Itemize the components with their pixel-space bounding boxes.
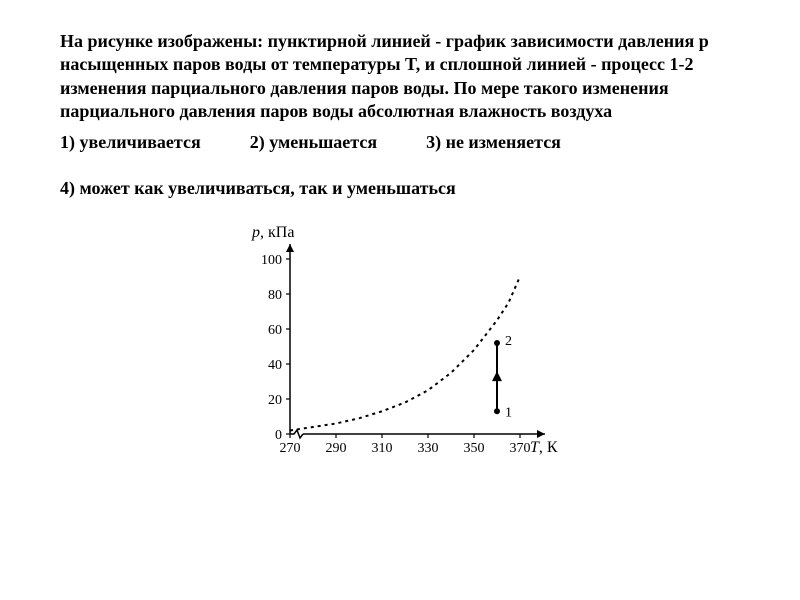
svg-text:T, К: T, К [530,439,558,456]
svg-text:100: 100 [261,253,282,268]
option-3: 3) не изменяется [426,132,561,153]
problem-body: На рисунке изображены: пунктирной линией… [60,30,740,124]
pressure-temperature-chart: 020406080100 270290310330350370 12 p, кП… [230,224,570,484]
svg-text:40: 40 [268,358,282,373]
svg-text:1: 1 [505,405,512,420]
options-row-1: 1) увеличивается 2) уменьшается 3) не из… [60,132,740,153]
svg-text:290: 290 [326,441,347,456]
svg-text:370: 370 [510,441,531,456]
option-1: 1) увеличивается [60,132,201,153]
svg-text:p, кПа: p, кПа [251,224,294,241]
svg-text:330: 330 [418,441,439,456]
option-2: 2) уменьшается [250,132,377,153]
svg-text:2: 2 [505,334,512,349]
svg-text:270: 270 [280,441,301,456]
chart-container: 020406080100 270290310330350370 12 p, кП… [60,224,740,484]
svg-text:80: 80 [268,288,282,303]
svg-text:20: 20 [268,393,282,408]
svg-text:60: 60 [268,323,282,338]
option-4: 4) может как увеличиваться, так и уменьш… [60,178,456,199]
svg-text:310: 310 [372,441,393,456]
svg-text:350: 350 [464,441,485,456]
options-row-2: 4) может как увеличиваться, так и уменьш… [60,178,740,199]
